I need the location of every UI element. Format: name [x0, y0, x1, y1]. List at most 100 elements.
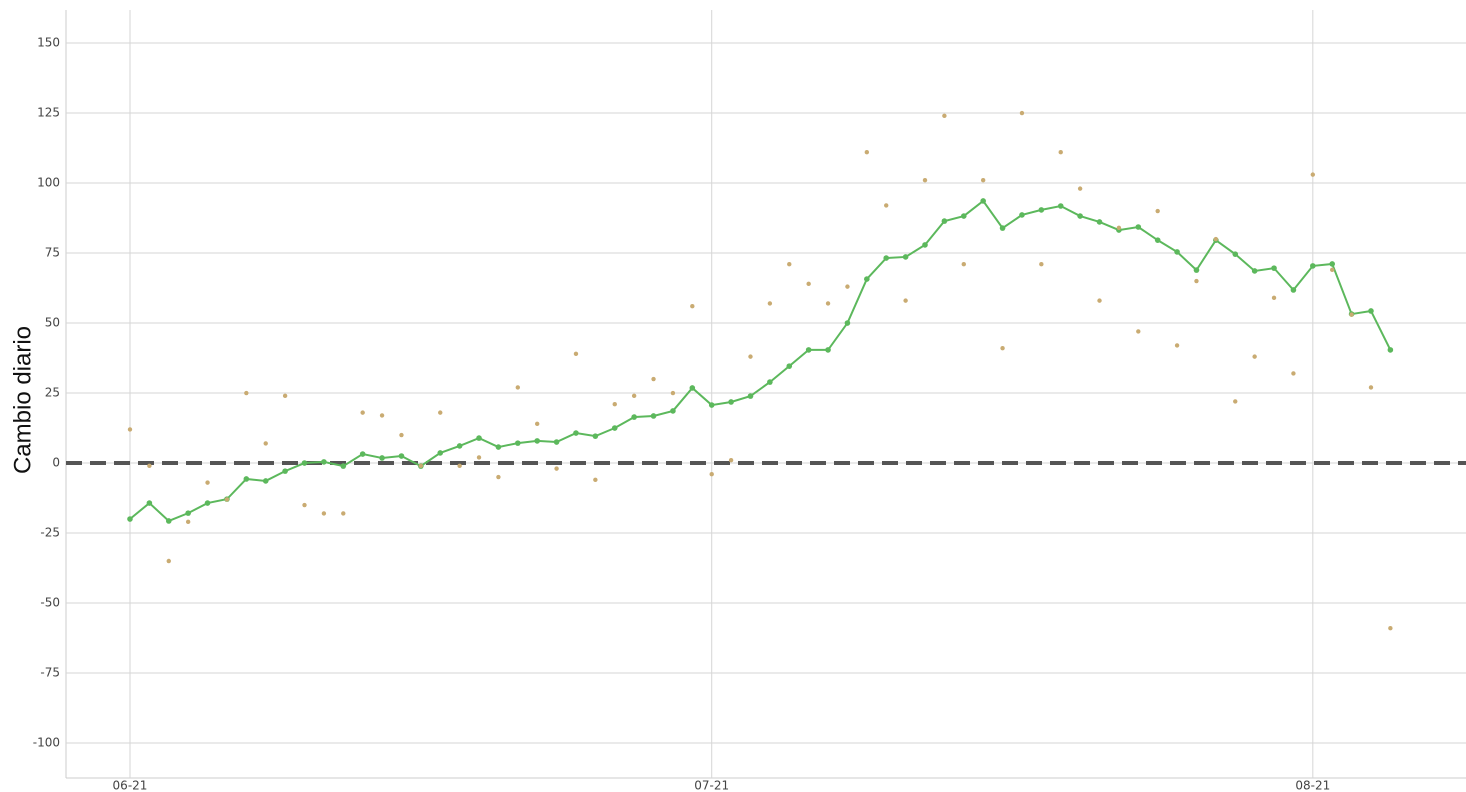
- daily-point: [670, 390, 676, 396]
- line-point: [146, 500, 153, 506]
- line-point: [1232, 251, 1239, 257]
- line-point: [941, 218, 948, 224]
- line-point: [165, 518, 172, 524]
- line-point: [786, 363, 793, 369]
- daily-point: [244, 390, 249, 396]
- daily-point: [554, 466, 559, 471]
- daily-point: [728, 458, 734, 463]
- daily-point: [690, 304, 695, 309]
- line-point: [476, 435, 482, 441]
- daily-point: [534, 421, 540, 427]
- daily-point: [1388, 626, 1393, 631]
- line-point: [1387, 347, 1394, 353]
- line-point: [883, 255, 890, 261]
- x-tick-label: 07-21: [694, 779, 729, 792]
- daily-point: [922, 178, 928, 183]
- line-point: [379, 455, 385, 461]
- daily-point: [147, 463, 152, 469]
- line-point: [825, 347, 831, 353]
- daily-point: [825, 301, 831, 306]
- daily-point: [1174, 343, 1180, 348]
- line-point: [1368, 308, 1374, 314]
- daily-point: [1019, 110, 1025, 116]
- x-tick-label: 06-21: [113, 779, 148, 792]
- line-point: [1329, 261, 1336, 267]
- daily-point: [942, 113, 947, 119]
- y-tick-label: -75: [40, 666, 60, 680]
- line-point: [359, 451, 366, 457]
- line-point: [1019, 212, 1025, 218]
- line-point: [1310, 263, 1316, 269]
- daily-point: [379, 413, 385, 418]
- series-line: [129, 199, 1392, 523]
- line-point: [1077, 213, 1083, 219]
- daily-point: [1233, 399, 1238, 404]
- daily-point: [1155, 208, 1160, 214]
- daily-point: [884, 203, 889, 208]
- daily-point: [767, 301, 773, 306]
- line-point: [747, 393, 754, 399]
- daily-point: [612, 402, 617, 407]
- line-point: [1174, 249, 1180, 255]
- daily-point: [787, 262, 792, 267]
- line-point: [204, 500, 211, 506]
- daily-point: [1058, 150, 1063, 155]
- line-point: [1057, 203, 1064, 209]
- daily-point: [263, 441, 268, 446]
- daily-point: [1097, 298, 1102, 303]
- line-point: [534, 438, 540, 444]
- line-point: [185, 510, 191, 516]
- line-point: [902, 254, 909, 260]
- line-point: [553, 439, 560, 445]
- line-point: [1290, 287, 1297, 293]
- daily-point: [593, 477, 598, 483]
- line-point: [127, 516, 133, 522]
- line-point: [999, 225, 1006, 231]
- y-tick-label: 150: [37, 36, 60, 50]
- daily-point: [1271, 295, 1277, 301]
- line-point: [805, 347, 812, 353]
- x-tick-label: 08-21: [1295, 779, 1330, 792]
- daily-point: [573, 351, 579, 357]
- line-point: [456, 443, 463, 449]
- line-point: [437, 450, 444, 456]
- line-point: [980, 198, 986, 204]
- line-point: [243, 476, 250, 482]
- daily-point: [282, 393, 288, 399]
- daily-point: [961, 262, 966, 267]
- line-point: [301, 460, 308, 466]
- daily-point: [399, 432, 404, 438]
- line-point: [689, 385, 696, 391]
- y-tick-label: 100: [37, 176, 60, 190]
- daily-point: [205, 480, 210, 485]
- daily-point: [515, 385, 521, 390]
- line-point: [708, 402, 715, 408]
- y-tick-label: 0: [52, 456, 60, 470]
- line-point: [611, 425, 618, 431]
- line-point: [1096, 219, 1103, 225]
- daily-point: [1000, 346, 1005, 351]
- line-point: [1193, 267, 1200, 273]
- line-point: [767, 379, 773, 385]
- line-point: [864, 276, 870, 282]
- line-point: [631, 414, 637, 420]
- daily-point: [418, 463, 424, 469]
- daily-point: [864, 150, 870, 155]
- daily-point: [321, 511, 327, 516]
- y-axis-title: Cambio diario: [9, 326, 36, 474]
- line-point: [1251, 268, 1258, 274]
- line-point: [340, 463, 347, 469]
- daily-point: [496, 474, 501, 480]
- line-point: [398, 453, 405, 459]
- line-point: [1271, 265, 1277, 271]
- daily-point: [1291, 371, 1296, 376]
- daily-point: [457, 463, 462, 469]
- daily-point: [1077, 186, 1083, 191]
- daily-point: [631, 393, 637, 399]
- y-tick-label: -100: [33, 736, 60, 750]
- line-point: [515, 440, 521, 446]
- daily-point: [1194, 278, 1199, 284]
- line-point: [960, 213, 967, 219]
